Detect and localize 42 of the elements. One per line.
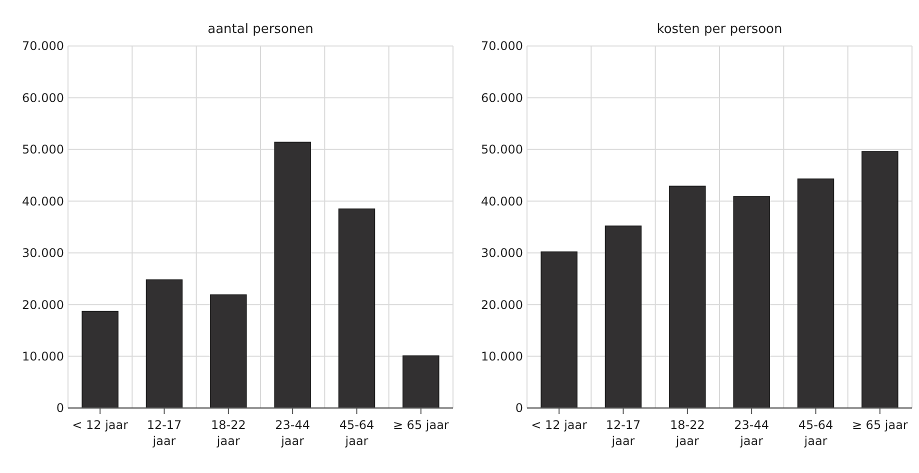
- y-tick-label: 40.000: [22, 194, 64, 208]
- x-tick-label: 12-17 jaar: [146, 418, 182, 448]
- y-tick-label: 40.000: [481, 194, 523, 208]
- bar: [402, 355, 440, 408]
- x-tick-label: ≥ 65 jaar: [392, 418, 449, 432]
- y-tick-label: 0: [56, 401, 64, 416]
- chart-title: aantal personen: [208, 22, 314, 37]
- x-tick-label: 12-17 jaar: [606, 418, 641, 448]
- y-tick-label: 50.000: [22, 142, 64, 157]
- x-tick-label: < 12 jaar: [72, 418, 128, 432]
- bar: [146, 279, 183, 408]
- bar: [82, 310, 118, 408]
- bar: [274, 142, 311, 408]
- x-tick-label: 18-22 jaar: [670, 418, 705, 448]
- x-tick-label: 23-44 jaar: [734, 418, 770, 448]
- y-tick-label: 60.000: [481, 90, 523, 105]
- y-tick-label: 70.000: [22, 39, 64, 54]
- bar: [797, 178, 834, 408]
- x-tick-label: < 12 jaar: [531, 418, 588, 432]
- x-tick-label: 18-22 jaar: [210, 418, 246, 448]
- y-tick-label: 70.000: [481, 39, 523, 54]
- x-tick-label: 45-64 jaar: [339, 418, 374, 448]
- y-tick-label: 20.000: [481, 298, 523, 312]
- bar: [338, 208, 376, 408]
- y-tick-label: 30.000: [481, 246, 523, 260]
- bar: [210, 294, 247, 408]
- y-tick-label: 30.000: [22, 246, 64, 260]
- x-tick-label: 23-44 jaar: [275, 418, 310, 448]
- y-tick-label: 10.000: [481, 349, 523, 364]
- bar: [540, 251, 578, 408]
- bar: [862, 151, 898, 408]
- y-tick-label: 20.000: [22, 298, 64, 312]
- y-tick-label: 10.000: [22, 349, 64, 364]
- y-tick-label: 0: [515, 401, 523, 416]
- x-tick-label: 45-64 jaar: [798, 418, 834, 448]
- bar: [733, 196, 770, 408]
- y-tick-label: 60.000: [22, 90, 64, 105]
- bar: [604, 226, 642, 408]
- bar: [669, 186, 706, 408]
- y-tick-label: 50.000: [481, 142, 523, 157]
- chart-title: kosten per persoon: [656, 22, 782, 37]
- x-tick-label: ≥ 65 jaar: [852, 418, 908, 432]
